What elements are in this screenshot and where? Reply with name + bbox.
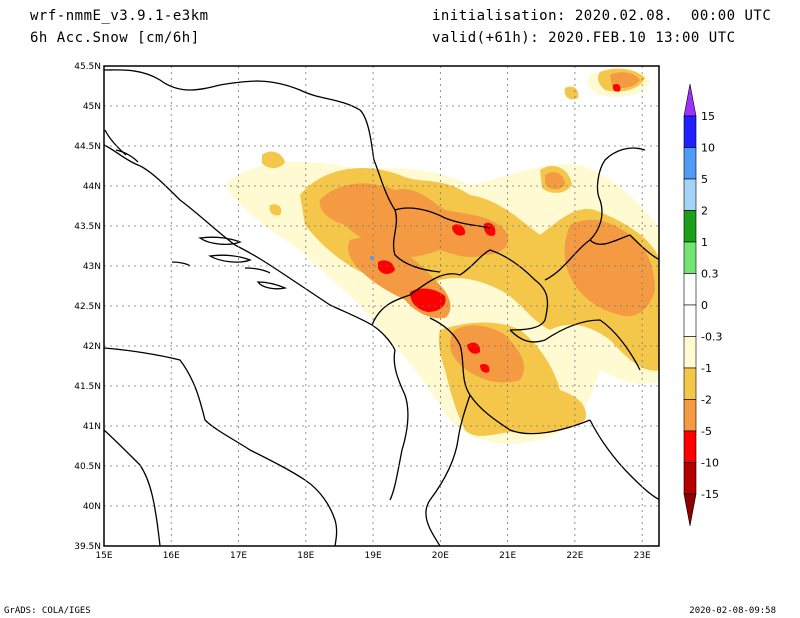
colorbar-legend: 15 10 5 2 1 0.3 0 -0.3 -1 -2 -5 -10 -15	[683, 83, 722, 527]
longitude-tick-label: 20E	[432, 551, 449, 561]
map-frame	[103, 65, 660, 547]
colorbar-label: -2	[701, 394, 712, 407]
colorbar-label: 5	[701, 173, 708, 186]
longitude-tick-label: 15E	[95, 551, 112, 561]
grads-credit: GrADS: COLA/IGES	[4, 606, 91, 616]
colorbar-label: 1	[701, 236, 708, 249]
colorbar-swatch	[683, 336, 697, 369]
colorbar-top-arrow	[683, 83, 697, 117]
field-title: 6h Acc.Snow [cm/6h]	[30, 30, 200, 46]
colorbar-swatch	[683, 367, 697, 400]
latitude-tick-label: 42N	[83, 342, 101, 352]
colorbar-label: 0.3	[701, 268, 719, 281]
coastlines-and-borders	[104, 69, 659, 546]
longitude-tick-label: 16E	[163, 551, 180, 561]
longitude-tick-label: 18E	[297, 551, 314, 561]
generation-timestamp: 2020-02-08-09:58	[689, 606, 776, 616]
latitude-tick-label: 42.5N	[74, 302, 101, 312]
islands	[104, 129, 288, 290]
colorbar-swatch	[683, 462, 697, 495]
longitude-tick-label: 17E	[230, 551, 247, 561]
colorbar-label: 10	[701, 142, 715, 155]
longitude-tick-label: 22E	[566, 551, 583, 561]
colorbar-swatch	[683, 178, 697, 211]
latitude-labels: 45.5N 45N 44.5N 44N 43.5N 43N 42.5N 42N 41.5N 41N…	[74, 62, 101, 552]
latitude-tick-label: 41.5N	[74, 382, 101, 392]
latitude-tick-label: 39.5N	[74, 542, 101, 552]
latitude-tick-label: 43N	[83, 262, 101, 272]
initialisation-label: initialisation: 2020.02.08. 00:00 UTC	[432, 8, 772, 24]
colorbar-swatch	[683, 273, 697, 306]
colorbar-swatch	[683, 210, 697, 243]
longitude-tick-label: 19E	[365, 551, 382, 561]
colorbar-swatch	[683, 430, 697, 463]
latitude-tick-label: 40N	[83, 502, 101, 512]
colorbar-swatch	[683, 241, 697, 274]
model-title: wrf-nmmE_v3.9.1-e3km	[30, 8, 209, 24]
colorbar-label: 0	[701, 299, 708, 312]
longitude-tick-label: 23E	[634, 551, 651, 561]
graticule	[104, 66, 659, 546]
colorbar-swatch	[683, 147, 697, 180]
colorbar-label: -10	[701, 457, 719, 470]
colorbar-swatch	[683, 115, 697, 148]
longitude-tick-label: 21E	[499, 551, 516, 561]
latitude-tick-label: 44N	[83, 182, 101, 192]
valid-time-label: valid(+61h): 2020.FEB.10 13:00 UTC	[432, 30, 736, 46]
colorbar-label: 15	[701, 110, 715, 123]
longitude-labels: 15E 16E 17E 18E 19E 20E 21E 22E 23E	[95, 551, 651, 561]
latitude-tick-label: 41N	[83, 422, 101, 432]
latitude-tick-label: 43.5N	[74, 222, 101, 232]
colorbar-label: -15	[701, 488, 719, 501]
colorbar-bottom-arrow	[683, 493, 697, 527]
colorbar-label: -5	[701, 425, 712, 438]
colorbar-label: -0.3	[701, 331, 722, 344]
colorbar-label: 2	[701, 205, 708, 218]
latitude-tick-label: 40.5N	[74, 462, 101, 472]
colorbar-swatch	[683, 399, 697, 432]
latitude-tick-label: 45N	[83, 102, 101, 112]
colorbar-swatch	[683, 304, 697, 337]
latitude-tick-label: 45.5N	[74, 62, 101, 72]
latitude-tick-label: 44.5N	[74, 142, 101, 152]
snow-shading	[225, 68, 659, 444]
colorbar-label: -1	[701, 362, 712, 375]
